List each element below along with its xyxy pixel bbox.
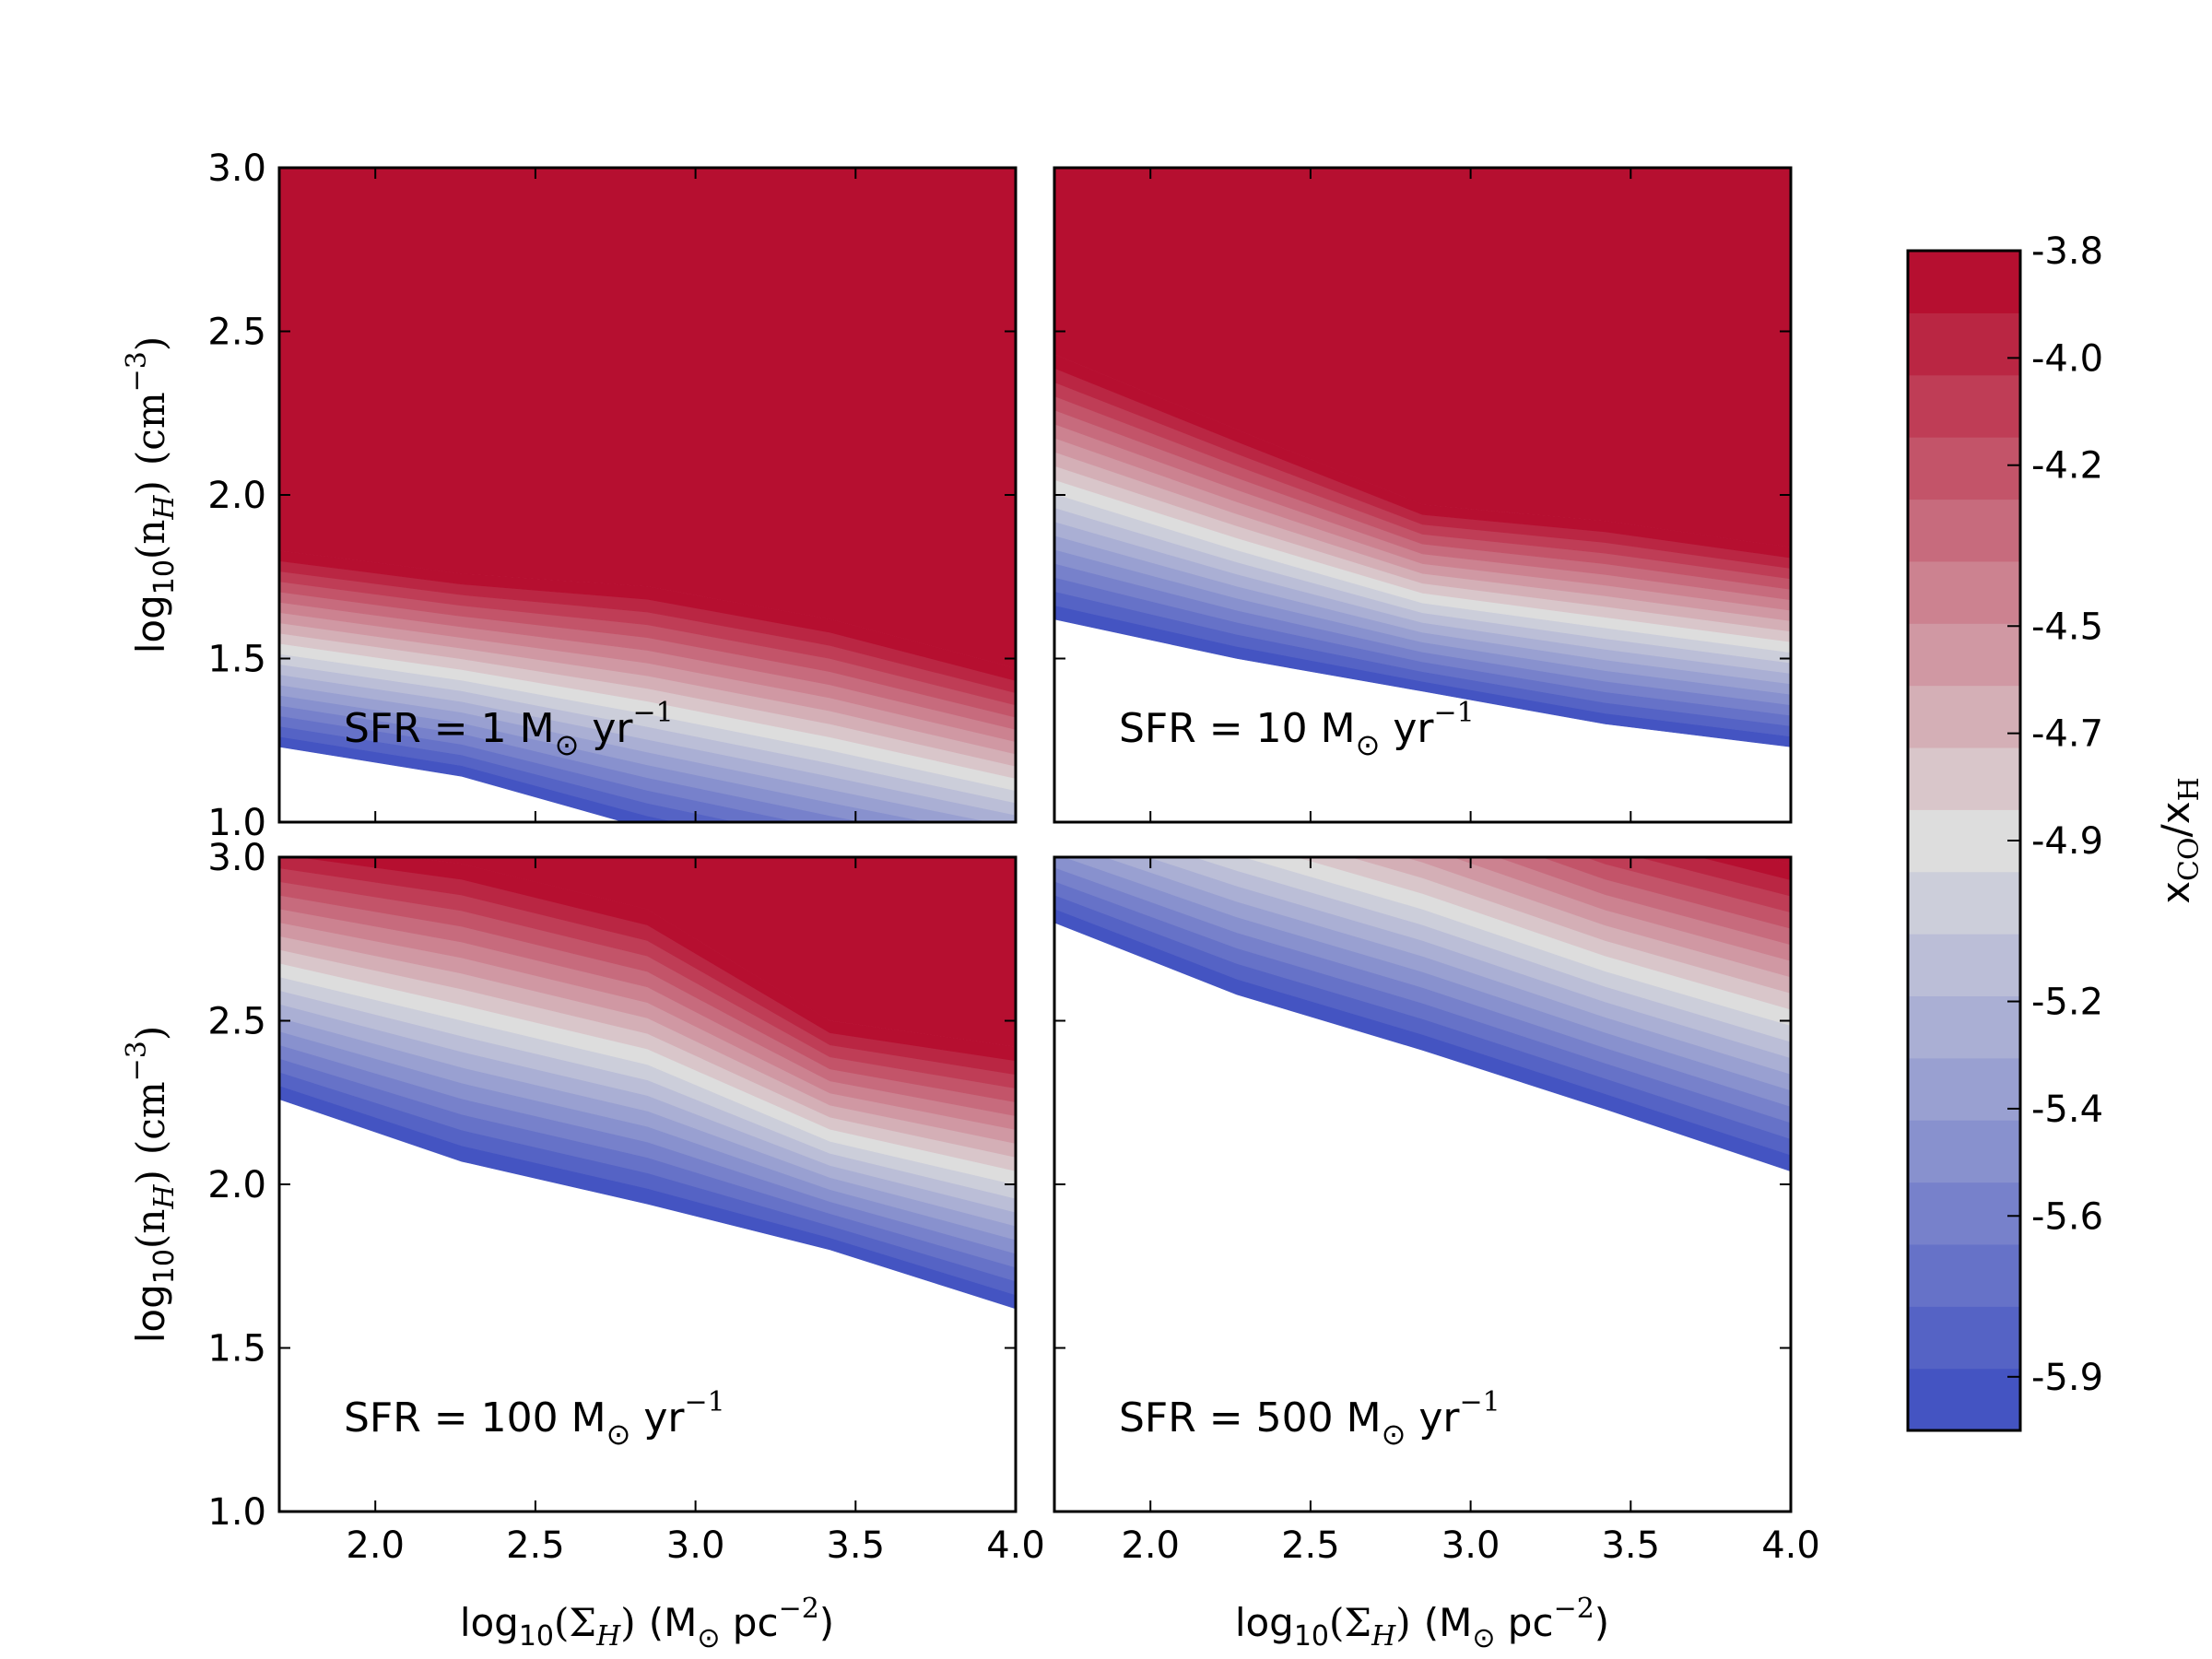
y-tick-label: 3.0 [207,837,266,879]
y-tick-label: 2.0 [207,1164,266,1206]
contour-band [1699,857,1791,880]
colorbar-tick-label: -4.7 [2031,713,2103,756]
panel-frame [277,855,1018,1513]
colorbar-tick-label: -5.6 [2031,1195,2103,1238]
panel-ticks [1054,168,1791,822]
panel-sfr-10: SFR = 10 M⊙ yr−1 [1053,166,1793,824]
panel-sfr-label: SFR = 100 M⊙ yr−1 [344,1386,725,1452]
x-tick-label: 3.5 [826,1524,885,1567]
colorbar-band [1908,623,2020,687]
x-tick-label: 3.0 [1441,1524,1500,1567]
colorbar-band [1908,499,2020,562]
y-tick-label: 3.0 [207,147,266,190]
panel-sfr-1: SFR = 1 M⊙ yr−1 [277,166,1018,824]
panel-frame [277,166,1018,824]
contour-band [1637,857,1791,897]
colorbar-band [1908,437,2020,500]
panel-sfr-label: SFR = 500 M⊙ yr−1 [1119,1386,1500,1452]
colorbar-label: xCO/xH [2153,777,2206,904]
panel-contours [279,168,1016,822]
panel-sfr-500: SFR = 500 M⊙ yr−1 [1053,855,1793,1513]
contour-band [1349,857,1791,994]
panel-contours [279,857,1016,1310]
x-tick-label: 2.5 [506,1524,565,1567]
colorbar-bands [1908,251,2020,1431]
colorbar-tick-label: -4.0 [2031,337,2103,380]
y-axis-label-bottom: log10(nH)(cm−3) [121,1026,181,1344]
panel-ticks [279,168,1016,822]
x-tick-label: 2.0 [1121,1524,1180,1567]
colorbar-band [1908,1306,2020,1370]
x-axis-label-right: log10(ΣH) (M⊙ pc−2) [1235,1593,1609,1654]
x-tick-label: 4.0 [986,1524,1045,1567]
contour-band [279,550,1016,681]
x-tick-label: 2.0 [346,1524,405,1567]
colorbar-tick-label: -5.9 [2031,1357,2103,1399]
colorbar-band [1908,871,2020,935]
colorbar-tick-label: -4.5 [2031,606,2103,648]
colorbar-band [1908,685,2020,748]
colorbar-band [1908,1057,2020,1121]
contour-band [1054,354,1791,559]
contour-band [297,857,1016,1062]
colorbar-band [1908,560,2020,624]
y-tick-label: 1.0 [207,1491,266,1534]
y-axis-label-top: log10(nH)(cm−3) [121,336,181,654]
y-tick-label: 2.5 [207,312,266,354]
panel-ticks [279,857,1016,1512]
colorbar-band [1908,1243,2020,1307]
contour-band [1404,857,1791,978]
x-tick-label: 3.5 [1601,1524,1660,1567]
panel-contours [1054,168,1791,747]
contour-band-saturated [1054,168,1791,547]
y-tick-label: 2.0 [207,475,266,517]
colorbar-band [1908,374,2020,438]
y-tick-label: 1.5 [207,1328,266,1371]
colorbar-tick-label: -4.2 [2031,445,2103,488]
x-tick-label: 2.5 [1281,1524,1340,1567]
panel-sfr-100: SFR = 100 M⊙ yr−1 [277,855,1018,1513]
colorbar-band [1908,312,2020,376]
y-tick-label: 1.5 [207,639,266,681]
contour-band-saturated [409,857,1016,1047]
colorbar-band [1908,995,2020,1059]
y-tick-label: 2.5 [207,1001,266,1043]
panel-frame [1053,855,1793,1513]
panel-sfr-label: SFR = 1 M⊙ yr−1 [344,697,674,762]
panel-contours [1054,857,1791,1172]
colorbar-band [1908,1182,2020,1245]
panel-ticks [1054,857,1791,1512]
panel-sfr-label: SFR = 10 M⊙ yr−1 [1119,697,1475,762]
colorbar-band [1908,809,2020,873]
colorbar-ticks: -3.8 -4.0 -4.2 -4.5 -4.7 -4.9 -5.2 -5.4 -5.6 -5.9 [2007,230,2103,1399]
colorbar-tick-label: -5.4 [2031,1088,2103,1131]
colorbar-band [1908,934,2020,997]
contour-band-saturated [279,168,1016,669]
colorbar-band [1908,251,2020,313]
x-tick-label: 4.0 [1761,1524,1820,1567]
colorbar-band [1908,1368,2020,1431]
colorbar-tick-label: -5.2 [2031,982,2103,1024]
contour-band [1452,857,1791,961]
x-tick-labels: 2.0 2.5 3.0 3.5 4.0 2.0 2.5 3.0 3.5 4.0 [346,1524,1819,1567]
contour-band [1497,857,1791,946]
contour-band [1584,857,1791,913]
contour-band [1541,857,1791,929]
y-tick-labels: 1.01.52.02.53.01.01.52.02.53.0 [207,147,266,1534]
colorbar-band [1908,747,2020,810]
colorbar-band [1908,1120,2020,1183]
panel-frame [1053,166,1793,824]
y-tick-label: 1.0 [207,802,266,844]
x-axis-label-left: log10(ΣH) (M⊙ pc−2) [460,1593,834,1654]
colorbar-tick-label: -4.9 [2031,820,2103,863]
x-tick-label: 3.0 [666,1524,725,1567]
colorbar: -3.8 -4.0 -4.2 -4.5 -4.7 -4.9 -5.2 -5.4 -5.6 -5.9… [1906,230,2206,1432]
contour-band-saturated [1764,857,1791,865]
colorbar-tick-label: -3.8 [2031,230,2103,273]
